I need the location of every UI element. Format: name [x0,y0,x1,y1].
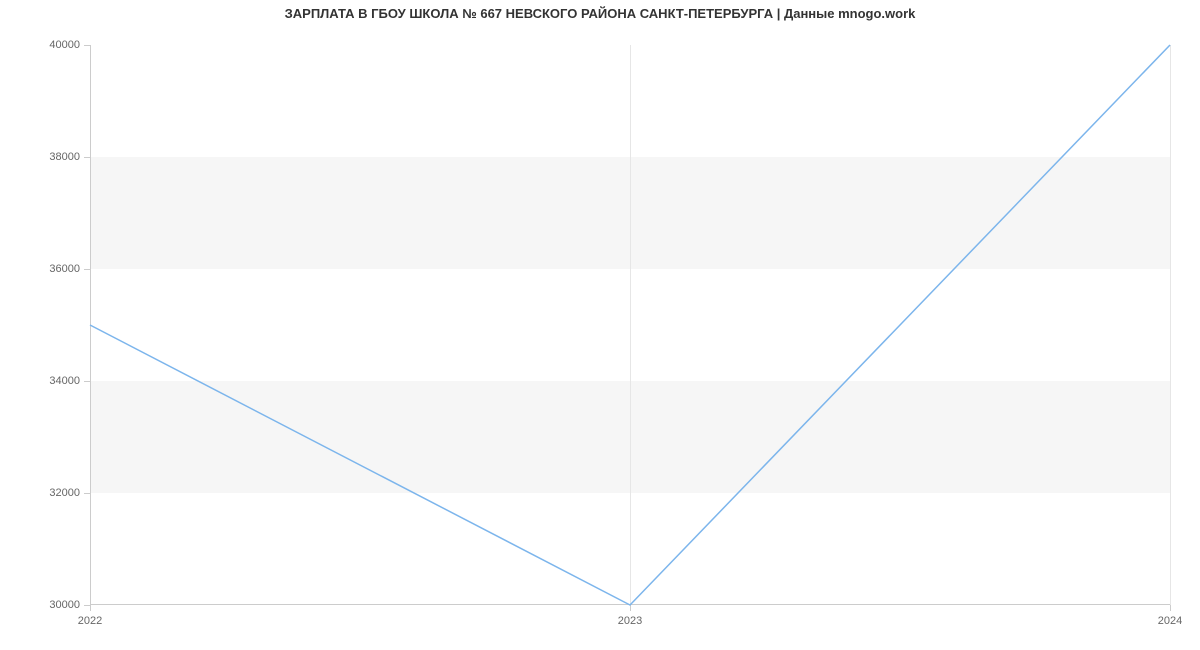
x-tick-label: 2023 [618,615,642,627]
y-tick-label: 30000 [40,599,80,611]
y-tick-label: 34000 [40,375,80,387]
y-tick-label: 38000 [40,151,80,163]
y-tick-label: 36000 [40,263,80,275]
line-layer [90,45,1170,605]
series-line-salary [90,45,1170,605]
x-tick-label: 2022 [78,615,102,627]
plot-area: 3000032000340003600038000400002022202320… [90,45,1170,605]
x-tick-label: 2024 [1158,615,1182,627]
x-tick-mark [1170,605,1171,611]
chart-title: ЗАРПЛАТА В ГБОУ ШКОЛА № 667 НЕВСКОГО РАЙ… [0,6,1200,21]
y-tick-label: 40000 [40,39,80,51]
y-tick-label: 32000 [40,487,80,499]
salary-line-chart: ЗАРПЛАТА В ГБОУ ШКОЛА № 667 НЕВСКОГО РАЙ… [0,0,1200,650]
x-tick-mark [630,605,631,611]
x-tick-mark [90,605,91,611]
